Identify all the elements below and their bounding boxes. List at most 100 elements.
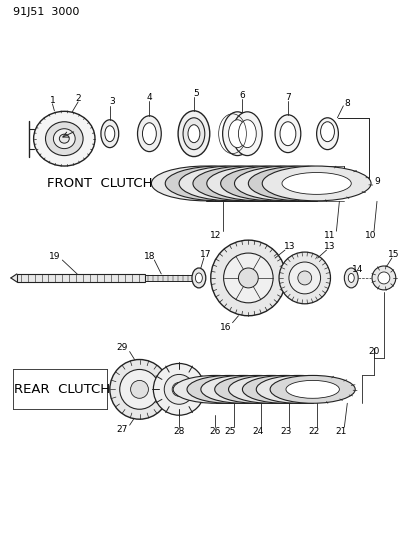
Ellipse shape xyxy=(33,111,95,166)
Ellipse shape xyxy=(238,120,256,148)
Ellipse shape xyxy=(200,375,285,403)
Ellipse shape xyxy=(192,268,205,288)
Text: 21: 21 xyxy=(335,426,346,435)
Circle shape xyxy=(164,375,193,404)
Ellipse shape xyxy=(178,111,209,157)
Ellipse shape xyxy=(214,375,299,403)
Ellipse shape xyxy=(256,375,341,403)
Text: 24: 24 xyxy=(252,426,263,435)
Ellipse shape xyxy=(45,122,83,156)
Ellipse shape xyxy=(230,381,283,398)
Ellipse shape xyxy=(195,273,202,283)
Text: 22: 22 xyxy=(307,426,318,435)
Ellipse shape xyxy=(188,125,199,143)
Ellipse shape xyxy=(242,375,327,403)
Ellipse shape xyxy=(220,166,329,201)
Ellipse shape xyxy=(347,273,354,282)
Ellipse shape xyxy=(137,116,161,151)
Ellipse shape xyxy=(183,118,204,150)
Ellipse shape xyxy=(59,134,69,143)
Ellipse shape xyxy=(171,173,240,195)
Polygon shape xyxy=(11,274,17,282)
Text: 18: 18 xyxy=(143,252,155,261)
Ellipse shape xyxy=(187,375,271,403)
Ellipse shape xyxy=(261,166,370,201)
Ellipse shape xyxy=(216,381,269,398)
Text: 14: 14 xyxy=(351,265,362,274)
Ellipse shape xyxy=(212,173,281,195)
Circle shape xyxy=(377,272,389,284)
Ellipse shape xyxy=(320,122,334,142)
Text: 4: 4 xyxy=(146,93,152,102)
Ellipse shape xyxy=(271,381,325,398)
Text: 17: 17 xyxy=(199,249,211,259)
Text: 13: 13 xyxy=(283,241,295,251)
Text: 7: 7 xyxy=(285,93,290,102)
Ellipse shape xyxy=(202,381,256,398)
Text: 19: 19 xyxy=(49,252,60,261)
Text: 6: 6 xyxy=(239,91,244,100)
Ellipse shape xyxy=(188,381,242,398)
Circle shape xyxy=(238,268,258,288)
Text: 9: 9 xyxy=(373,177,379,186)
Circle shape xyxy=(153,364,204,415)
Text: 11: 11 xyxy=(323,231,335,240)
Text: 16: 16 xyxy=(219,323,231,332)
Text: 28: 28 xyxy=(173,426,184,435)
Text: 91J51  3000: 91J51 3000 xyxy=(13,7,79,18)
Ellipse shape xyxy=(53,129,75,149)
Circle shape xyxy=(297,271,311,285)
Circle shape xyxy=(223,253,273,303)
Circle shape xyxy=(278,252,330,304)
Ellipse shape xyxy=(279,122,295,146)
Ellipse shape xyxy=(254,173,323,195)
Ellipse shape xyxy=(258,381,311,398)
Text: 29: 29 xyxy=(116,343,127,352)
Circle shape xyxy=(172,382,185,397)
Circle shape xyxy=(130,381,148,398)
Ellipse shape xyxy=(316,118,337,150)
Ellipse shape xyxy=(268,173,337,195)
Ellipse shape xyxy=(142,123,156,144)
Ellipse shape xyxy=(269,375,354,403)
Ellipse shape xyxy=(274,115,300,152)
Circle shape xyxy=(288,262,320,294)
Ellipse shape xyxy=(228,120,246,148)
Ellipse shape xyxy=(281,173,350,195)
Ellipse shape xyxy=(101,120,119,148)
Ellipse shape xyxy=(344,268,357,288)
Bar xyxy=(17,274,145,282)
Ellipse shape xyxy=(151,166,260,201)
Circle shape xyxy=(119,369,159,409)
Text: 8: 8 xyxy=(344,99,349,108)
Text: 3: 3 xyxy=(109,98,114,107)
Circle shape xyxy=(210,240,285,316)
Text: 12: 12 xyxy=(209,231,221,240)
Text: 1: 1 xyxy=(50,96,55,106)
Text: 20: 20 xyxy=(368,347,379,356)
Ellipse shape xyxy=(173,375,258,403)
Ellipse shape xyxy=(165,166,273,201)
Ellipse shape xyxy=(185,173,254,195)
Text: REAR  CLUTCH: REAR CLUTCH xyxy=(14,383,110,396)
Text: 5: 5 xyxy=(192,90,198,99)
Text: 2: 2 xyxy=(75,94,81,103)
Text: 27: 27 xyxy=(116,425,127,434)
Ellipse shape xyxy=(222,112,252,156)
Text: 15: 15 xyxy=(387,249,399,259)
Ellipse shape xyxy=(226,173,295,195)
Ellipse shape xyxy=(248,166,356,201)
Text: 26: 26 xyxy=(209,426,220,435)
Ellipse shape xyxy=(232,112,261,156)
Text: 25: 25 xyxy=(224,426,236,435)
Ellipse shape xyxy=(244,381,297,398)
Text: 13: 13 xyxy=(323,241,335,251)
Bar xyxy=(145,275,195,281)
Ellipse shape xyxy=(104,126,114,142)
Text: 10: 10 xyxy=(364,231,376,240)
Ellipse shape xyxy=(228,375,313,403)
Ellipse shape xyxy=(206,166,315,201)
Text: FRONT  CLUTCH: FRONT CLUTCH xyxy=(47,177,152,190)
Text: 23: 23 xyxy=(280,426,291,435)
Ellipse shape xyxy=(179,166,287,201)
